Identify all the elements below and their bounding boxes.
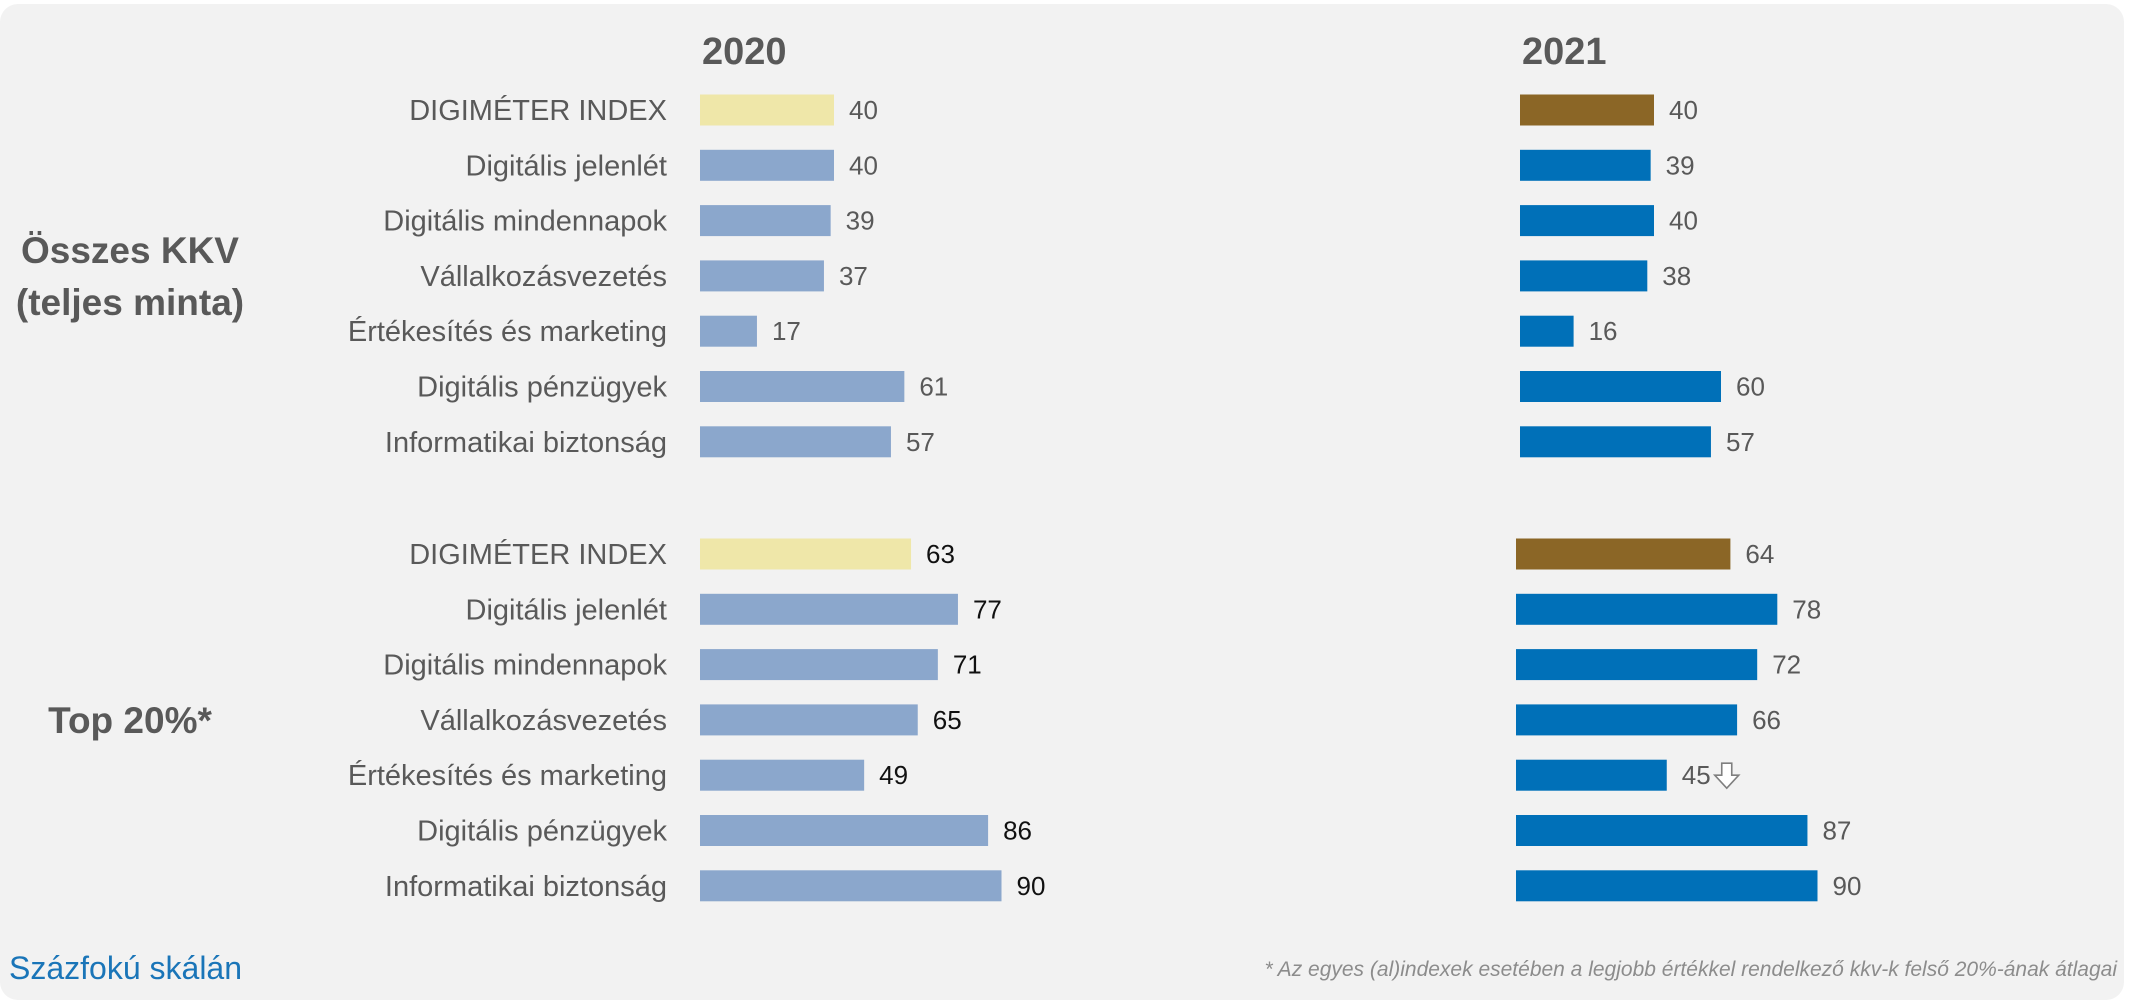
value-label-2021-vallalkozasvezetes: 66 <box>1752 705 1781 735</box>
category-label-digitalis-penzugyek: Digitális pénzügyek <box>417 372 667 404</box>
bar-2020-digitalis-penzugyek <box>700 371 905 402</box>
value-label-2021-digitalis-jelenlet: 39 <box>1666 150 1695 180</box>
bar-2021-vallalkozasvezetes <box>1520 260 1648 292</box>
bar-2021-ertekesites-es-marketing <box>1520 315 1574 347</box>
category-label-informatikai-biztonsag: Informatikai biztonság <box>385 871 667 903</box>
bar-2021-digimeter-index <box>1516 538 1731 570</box>
category-label-digitalis-mindennapok: Digitális mindennapok <box>383 650 667 682</box>
value-label-2021-digitalis-mindennapok: 40 <box>1669 206 1698 236</box>
category-label-ertekesites-es-marketing: Értékesítés és marketing <box>348 759 667 792</box>
bar-2021-digitalis-mindennapok <box>1516 649 1758 681</box>
category-label-vallalkozasvezetes: Vállalkozásvezetés <box>420 705 667 737</box>
value-label-2021-informatikai-biztonsag: 57 <box>1726 427 1755 457</box>
category-label-digitalis-mindennapok: Digitális mindennapok <box>383 206 667 238</box>
bar-2020-digitalis-jelenlet <box>700 149 834 181</box>
category-label-digitalis-jelenlet: Digitális jelenlét <box>466 150 668 182</box>
value-label-2020-informatikai-biztonsag: 57 <box>906 427 935 457</box>
bar-2020-ertekesites-es-marketing <box>700 759 865 791</box>
bar-2020-ertekesites-es-marketing <box>700 315 757 347</box>
category-label-digitalis-penzugyek: Digitális pénzügyek <box>417 816 667 848</box>
category-label-informatikai-biztonsag: Informatikai biztonság <box>385 427 667 459</box>
year-header-2020: 2020 <box>702 31 787 73</box>
value-label-2020-vallalkozasvezetes: 37 <box>839 261 868 291</box>
bar-2020-digitalis-mindennapok <box>700 205 831 237</box>
value-label-2020-digitalis-jelenlet: 77 <box>973 594 1002 624</box>
value-label-2021-digimeter-index: 40 <box>1669 95 1698 125</box>
bar-2020-informatikai-biztonsag <box>700 426 891 458</box>
bar-2020-digitalis-penzugyek <box>700 815 989 846</box>
value-label-2021-ertekesites-es-marketing: 45 <box>1682 760 1711 790</box>
scale-note: Százfokú skálán <box>9 950 243 986</box>
category-label-digimeter-index: DIGIMÉTER INDEX <box>409 538 667 571</box>
value-label-2020-digimeter-index: 40 <box>849 95 878 125</box>
bar-2021-informatikai-biztonsag <box>1520 426 1711 458</box>
value-label-2021-digitalis-mindennapok: 72 <box>1772 650 1801 680</box>
category-label-vallalkozasvezetes: Vállalkozásvezetés <box>420 261 667 293</box>
value-label-2020-ertekesites-es-marketing: 17 <box>772 316 801 346</box>
bar-2020-digitalis-mindennapok <box>700 649 938 681</box>
down-arrow-icon <box>1712 762 1741 790</box>
value-label-2020-digimeter-index: 63 <box>926 539 955 569</box>
value-label-2020-digitalis-penzugyek: 61 <box>919 372 948 402</box>
bar-2021-digitalis-jelenlet <box>1520 149 1651 181</box>
year-header-2021: 2021 <box>1522 31 1607 73</box>
value-label-2020-informatikai-biztonsag: 90 <box>1017 871 1046 901</box>
value-label-2021-digimeter-index: 64 <box>1745 539 1774 569</box>
bar-2021-ertekesites-es-marketing <box>1516 759 1667 791</box>
value-label-2021-vallalkozasvezetes: 38 <box>1662 261 1691 291</box>
value-label-2021-digitalis-penzugyek: 60 <box>1736 372 1765 402</box>
bar-2020-informatikai-biztonsag <box>700 870 1002 902</box>
category-label-digitalis-jelenlet: Digitális jelenlét <box>466 594 668 626</box>
bar-2021-digitalis-penzugyek <box>1516 815 1808 846</box>
value-label-2021-digitalis-jelenlet: 78 <box>1792 594 1821 624</box>
bar-2020-vallalkozasvezetes <box>700 704 918 736</box>
value-label-2020-digitalis-mindennapok: 71 <box>953 650 982 680</box>
bar-2021-vallalkozasvezetes <box>1516 704 1738 736</box>
value-label-2021-informatikai-biztonsag: 90 <box>1833 871 1862 901</box>
category-label-digimeter-index: DIGIMÉTER INDEX <box>409 94 667 127</box>
value-label-2021-digitalis-penzugyek: 87 <box>1822 816 1851 846</box>
group-label-2: Top 20%* <box>48 700 212 741</box>
bar-2021-digitalis-mindennapok <box>1520 205 1654 237</box>
bar-2021-digitalis-penzugyek <box>1520 371 1721 402</box>
value-label-2021-ertekesites-es-marketing: 16 <box>1589 316 1618 346</box>
bar-2021-digimeter-index <box>1520 94 1654 126</box>
category-label-ertekesites-es-marketing: Értékesítés és marketing <box>348 315 667 348</box>
value-label-2020-vallalkozasvezetes: 65 <box>933 705 962 735</box>
value-label-2020-digitalis-jelenlet: 40 <box>849 150 878 180</box>
bar-2020-digimeter-index <box>700 94 834 126</box>
group-label-1: Összes KKV <box>21 230 239 271</box>
value-label-2020-ertekesites-es-marketing: 49 <box>879 760 908 790</box>
footnote: * Az egyes (al)indexek esetében a legjob… <box>1264 958 2117 981</box>
group-label-1: (teljes minta) <box>16 282 244 323</box>
bar-2020-vallalkozasvezetes <box>700 260 824 292</box>
bar-2021-informatikai-biztonsag <box>1516 870 1818 902</box>
value-label-2020-digitalis-mindennapok: 39 <box>846 206 875 236</box>
value-label-2020-digitalis-penzugyek: 86 <box>1003 816 1032 846</box>
bar-2020-digimeter-index <box>700 538 912 570</box>
bar-2021-digitalis-jelenlet <box>1516 593 1778 625</box>
bar-2020-digitalis-jelenlet <box>700 593 958 625</box>
